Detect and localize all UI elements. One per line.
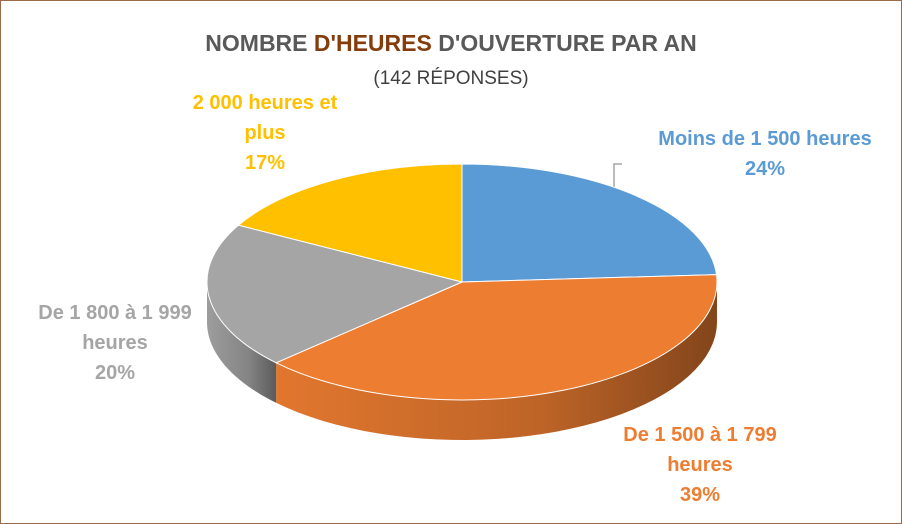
slice [461,163,718,283]
slice-side-shade [207,282,277,403]
data-label: Moins de 1 500 heures 24% [640,124,890,184]
chart-title: NOMBRE D'HEURES D'OUVERTURE PAR AN [0,30,902,57]
leader-line [613,163,622,190]
category-label: Moins de 1 500 heures [658,128,872,150]
title-part: NOMBRE [205,30,308,56]
title-part: D'OUVERTURE PAR AN [438,30,697,56]
value-label: 20% [94,362,136,384]
slice [274,274,718,401]
data-label: De 1 500 à 1 799 heures 39% [600,420,800,510]
category-label: De 1 500 à 1 799 heures [623,424,777,476]
chart-subtitle: (142 RÉPONSES) [373,68,529,89]
title-part: D'HEURES [313,30,432,56]
value-label: 24% [744,158,786,180]
category-label: 2 000 heures et plus [192,92,338,144]
data-label: 2 000 heures et plus 17% [170,88,360,178]
slice [237,163,463,283]
category-label: De 1 800 à 1 999 heures [38,302,192,354]
data-label: De 1 800 à 1 999 heures 20% [10,298,220,388]
slice-side-shade [276,282,717,440]
value-label: 17% [244,152,286,174]
slice [206,224,464,364]
value-label: 39% [679,484,721,506]
